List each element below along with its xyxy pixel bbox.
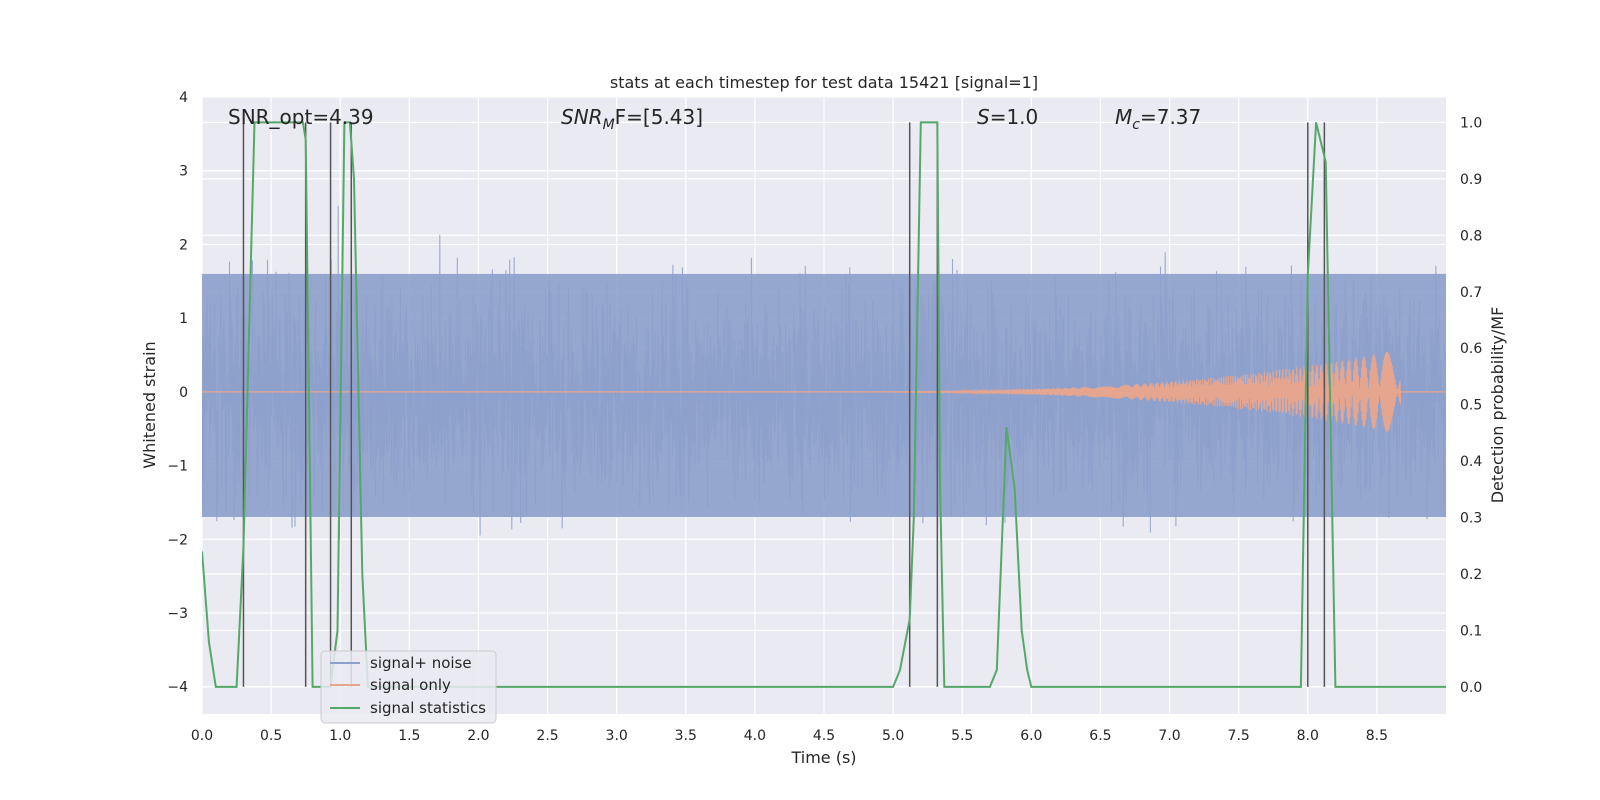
y-left-tick-label: 3 xyxy=(179,164,188,180)
y-left-tick-label: −3 xyxy=(167,606,188,622)
chart-title: stats at each timestep for test data 154… xyxy=(610,73,1038,92)
y-left-tick-label: 2 xyxy=(179,237,188,253)
x-tick-label: 7.0 xyxy=(1158,728,1180,744)
y-left-tick-label: 0 xyxy=(179,385,188,401)
y-right-tick-label: 0.3 xyxy=(1460,511,1482,527)
y-right-tick-label: 0.8 xyxy=(1460,228,1482,244)
mc-label: M xyxy=(1115,105,1132,129)
x-tick-label: 8.5 xyxy=(1366,728,1388,744)
legend-box xyxy=(320,650,497,724)
x-tick-label: 3.0 xyxy=(606,728,628,744)
snr-mf-subscript: M xyxy=(603,117,615,133)
y-right-tick-label: 0.6 xyxy=(1460,341,1482,357)
legend-label-signal-statistics: signal statistics xyxy=(370,699,486,717)
legend-label-signal-only: signal only xyxy=(370,676,451,694)
y-right-tick-label: 0.9 xyxy=(1460,172,1482,188)
s-value: =1.0 xyxy=(990,105,1039,129)
annotation-snr-opt: SNR_opt=4.39 xyxy=(228,105,374,129)
annotation-mc: Mc=7.37 xyxy=(1115,105,1201,133)
y-left-tick-label: −4 xyxy=(167,680,188,696)
x-tick-label: 6.0 xyxy=(1020,728,1042,744)
y-left-tick-label: 4 xyxy=(179,90,188,106)
x-tick-label: 2.5 xyxy=(536,728,558,744)
y-axis-left-ticks: 4 3 2 1 0 −1 −2 −3 −4 xyxy=(167,90,188,696)
x-tick-label: 0.5 xyxy=(260,728,282,744)
x-tick-label: 3.5 xyxy=(675,728,697,744)
y-axis-right-ticks: 1.0 0.9 0.8 0.7 0.6 0.5 0.4 0.3 0.2 0.1 0.0 xyxy=(1460,115,1482,696)
signal-statistics-line xyxy=(202,121,1446,688)
s-label: S xyxy=(977,105,990,129)
x-tick-label: 4.0 xyxy=(744,728,766,744)
y-right-tick-label: 1.0 xyxy=(1460,115,1482,131)
x-axis-ticks: 0.0 0.5 1.0 1.5 2.0 2.5 3.0 3.5 4.0 4.5 5.0 5.5 6.0 6… xyxy=(191,728,1388,744)
y-axis-right-label: Detection probability/MF xyxy=(1488,307,1507,504)
y-right-tick-label: 0.7 xyxy=(1460,285,1482,301)
annotation-s: S=1.0 xyxy=(977,105,1038,129)
plot-layer xyxy=(202,121,1446,688)
y-left-tick-label: 1 xyxy=(179,311,188,327)
snr-mf-value: F=[5.43] xyxy=(615,105,703,129)
x-tick-label: 5.5 xyxy=(951,728,973,744)
snr-mf-label: SNR xyxy=(561,105,603,129)
x-tick-label: 8.0 xyxy=(1297,728,1319,744)
x-axis-label: Time (s) xyxy=(790,748,856,767)
y-right-tick-label: 0.4 xyxy=(1460,454,1482,470)
legend: signal+ noise signal only signal statist… xyxy=(320,650,497,724)
y-right-tick-label: 0.0 xyxy=(1460,680,1482,696)
x-tick-label: 7.5 xyxy=(1228,728,1250,744)
x-tick-label: 1.5 xyxy=(398,728,420,744)
mc-subscript: c xyxy=(1132,117,1140,133)
x-tick-label: 5.0 xyxy=(882,728,904,744)
x-tick-label: 4.5 xyxy=(813,728,835,744)
signal-only-line xyxy=(202,351,1446,432)
annotation-snr-mf: SNRMF=[5.43] xyxy=(561,105,703,133)
y-axis-left-label: Whitened strain xyxy=(140,341,159,468)
y-right-tick-label: 0.5 xyxy=(1460,398,1482,414)
x-tick-label: 0.0 xyxy=(191,728,213,744)
x-tick-label: 2.0 xyxy=(467,728,489,744)
y-left-tick-label: −1 xyxy=(167,459,188,475)
y-right-tick-label: 0.1 xyxy=(1460,623,1482,639)
mc-value: =7.37 xyxy=(1140,105,1201,129)
x-tick-label: 6.5 xyxy=(1089,728,1111,744)
x-tick-label: 1.0 xyxy=(329,728,351,744)
y-left-tick-label: −2 xyxy=(167,532,188,548)
y-right-tick-label: 0.2 xyxy=(1460,567,1482,583)
legend-label-signal-noise: signal+ noise xyxy=(370,654,472,672)
